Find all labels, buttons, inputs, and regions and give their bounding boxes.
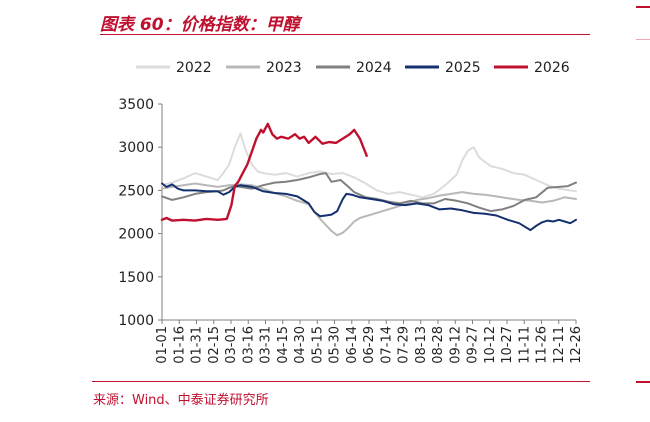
series-line-2026 <box>160 122 368 222</box>
x-tick-label: 01-31 <box>190 326 205 364</box>
x-tick-label: 05-15 <box>310 326 325 364</box>
edge-accent <box>636 381 650 383</box>
x-tick-label: 09-12 <box>448 326 463 364</box>
chart-legend: 2022 2023 2024 2025 2026 <box>136 60 570 76</box>
edge-accent <box>636 6 650 8</box>
x-tick-label: 03-31 <box>259 326 274 364</box>
legend-label: 2026 <box>534 60 570 76</box>
x-tick-label: 06-14 <box>345 326 360 364</box>
x-tick-label: 09-27 <box>466 326 481 364</box>
footer-divider <box>92 381 590 382</box>
y-tick-label: 1500 <box>118 270 154 286</box>
figure-title: 图表 60：价格指数：甲醇 <box>100 15 300 35</box>
x-tick-label: 08-28 <box>431 326 446 364</box>
x-tick-label: 01-16 <box>172 326 187 364</box>
x-tick-label: 02-15 <box>207 326 222 364</box>
y-tick-label: 3500 <box>118 97 154 113</box>
y-tick-label: 2500 <box>118 183 154 199</box>
x-tick-label: 04-15 <box>276 326 291 364</box>
legend-label: 2024 <box>356 60 392 76</box>
y-tick-label: 2000 <box>118 227 154 243</box>
x-tick-label: 04-30 <box>293 326 308 364</box>
series-line-2024 <box>161 172 577 213</box>
x-tick-label: 01-01 <box>155 326 170 364</box>
x-tick-label: 06-29 <box>362 326 377 364</box>
x-tick-label: 05-30 <box>328 326 343 364</box>
x-tick-label: 03-01 <box>224 326 239 364</box>
x-tick-label: 08-13 <box>414 326 429 364</box>
series-line-2025 <box>161 182 577 232</box>
x-tick-label: 12-11 <box>552 326 567 364</box>
source-note: 来源：Wind、中泰证券研究所 <box>93 393 269 408</box>
x-tick-label: 11-26 <box>535 326 550 364</box>
legend-label: 2022 <box>176 60 212 76</box>
edge-accent <box>636 39 650 40</box>
x-tick-label: 12-26 <box>569 326 584 364</box>
x-tick-label: 10-27 <box>500 326 515 364</box>
legend-label: 2023 <box>266 60 302 76</box>
x-tick-label: 03-16 <box>241 326 256 364</box>
series-line-2023 <box>161 182 577 237</box>
y-tick-label: 1000 <box>118 313 154 329</box>
x-tick-label: 07-14 <box>379 326 394 364</box>
y-tick-label: 3000 <box>118 140 154 156</box>
x-tick-label: 07-29 <box>397 326 412 364</box>
chart-series <box>160 122 577 237</box>
legend-label: 2025 <box>445 60 481 76</box>
x-tick-label: 11-11 <box>517 326 532 364</box>
title-divider <box>100 34 590 35</box>
series-line-2022 <box>161 132 577 199</box>
x-tick-label: 10-12 <box>483 326 498 364</box>
